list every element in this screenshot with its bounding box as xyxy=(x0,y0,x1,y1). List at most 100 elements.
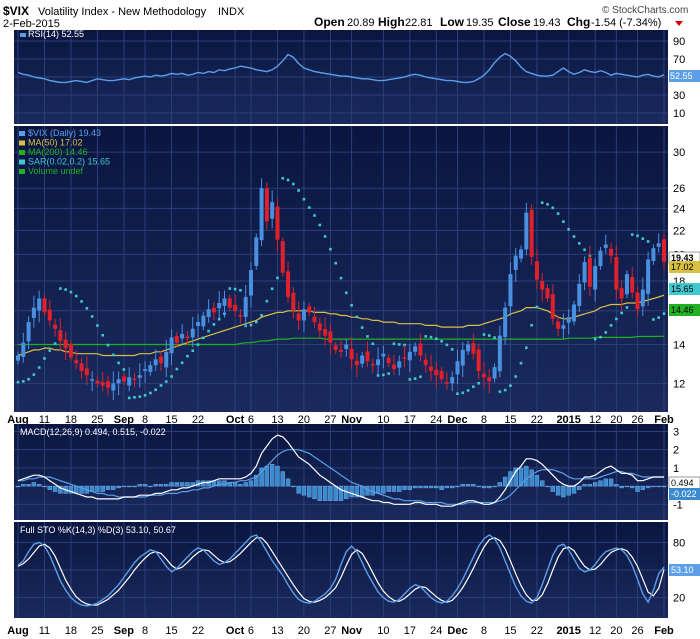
rsi-value-text: 52.55 xyxy=(670,71,693,81)
sar-dot xyxy=(514,375,518,378)
candle-body xyxy=(132,378,137,381)
macd-hist-bar xyxy=(487,485,492,489)
x-tick-label: 25 xyxy=(91,625,103,637)
candle-body xyxy=(222,298,227,306)
candle-body xyxy=(550,294,555,319)
sto-grid xyxy=(14,522,668,618)
candle-body xyxy=(487,377,492,382)
macd-hist-bar xyxy=(455,485,460,488)
candle-body xyxy=(90,379,95,381)
low-label: Low xyxy=(440,15,465,29)
sar-dot xyxy=(355,315,359,319)
macd-hist-bar xyxy=(397,485,402,492)
candle-body xyxy=(53,324,58,329)
sar-dot xyxy=(556,212,560,215)
sar-dot xyxy=(323,235,327,238)
macd-hist-bar xyxy=(301,485,307,496)
macd-hist-bar xyxy=(465,484,471,487)
sar-dot xyxy=(117,361,120,365)
date-axis-upper: Aug 11 18 25 Sep 8 15 22 Oct 6 13 20 27 Nov 10 17 24 Dec 8… xyxy=(7,414,674,426)
legend-label: $VIX (Daily) 19.43 xyxy=(28,128,101,138)
macd-hist-bar xyxy=(439,485,444,490)
macd-hist-bar xyxy=(126,485,132,488)
close-value-text: 19.43 xyxy=(671,253,694,263)
candle-body xyxy=(227,298,232,308)
rsi-line xyxy=(17,52,665,84)
legend-swatch xyxy=(19,131,25,136)
candle-body xyxy=(323,329,328,336)
candle-body xyxy=(545,288,550,299)
open-label: Open xyxy=(314,15,345,29)
sar-dot xyxy=(297,189,300,192)
candle-body xyxy=(640,289,645,307)
macd-hist-bar xyxy=(614,484,619,487)
candle-body xyxy=(635,292,640,310)
macd-hist-bar xyxy=(36,484,42,487)
macd-hist-bar xyxy=(100,485,105,492)
sar-dot xyxy=(408,378,412,381)
candle-body xyxy=(587,257,592,287)
sar-dot xyxy=(149,391,152,395)
sar-dot xyxy=(138,395,142,398)
x-tick-label: 18 xyxy=(65,625,77,637)
candle-body xyxy=(280,241,285,273)
y-tick-label: 26 xyxy=(673,183,685,195)
candle-body xyxy=(481,373,486,378)
candle-body xyxy=(444,382,449,384)
x-tick-label: 20 xyxy=(298,625,310,637)
sar-dot xyxy=(646,240,650,243)
sar-dot xyxy=(413,377,417,380)
candle-body xyxy=(317,323,322,331)
x-tick-label: 13 xyxy=(271,414,283,426)
candle-body xyxy=(450,377,455,384)
x-tick-label: 10 xyxy=(377,625,389,637)
sar-dot xyxy=(641,237,645,240)
sar-dot xyxy=(360,326,364,329)
macd-hist-bar xyxy=(449,485,455,489)
close-value: 19.43 xyxy=(533,17,561,29)
chart-date: 2-Feb-2015 xyxy=(3,18,60,30)
close-label: Close xyxy=(498,15,531,29)
macd-hist-bar xyxy=(95,485,100,492)
down-arrow-icon xyxy=(675,21,683,26)
sar-dot xyxy=(37,366,41,369)
chart-header: $VIX Volatility Index - New Methodology … xyxy=(3,4,688,30)
x-tick-label: 13 xyxy=(271,625,283,637)
x-tick-label: 18 xyxy=(65,414,77,426)
candle-body xyxy=(354,360,359,366)
candle-body xyxy=(413,346,418,352)
sar-value-tag xyxy=(669,283,700,295)
sar-dot xyxy=(503,388,507,392)
macd-hist-bar xyxy=(502,476,508,487)
sar-dot xyxy=(106,343,110,347)
candle-body xyxy=(434,369,439,376)
sar-dot xyxy=(159,384,163,387)
macd-hist-tag xyxy=(669,488,700,500)
rsi-panel: 1030507090 RSI(14) 52.55 52.55 xyxy=(14,29,700,124)
candle-body xyxy=(74,360,79,364)
candle-body xyxy=(656,243,661,247)
y-tick-label: 3 xyxy=(673,426,679,438)
x-tick-label: Nov xyxy=(341,625,363,637)
open-value: 20.89 xyxy=(347,17,375,29)
sar-dot xyxy=(450,348,454,351)
candle-body xyxy=(566,317,571,323)
macd-hist-bar xyxy=(640,485,646,490)
macd-hist-bar xyxy=(338,485,344,501)
candle-body xyxy=(233,304,238,311)
candle-body xyxy=(264,188,269,222)
sar-dot xyxy=(339,276,343,280)
candle-body xyxy=(365,351,370,362)
sar-dot xyxy=(133,395,136,399)
sar-dot xyxy=(429,335,433,339)
date-axis-lower: Aug 11 18 25 Sep 8 15 22 Oct 6 13 20 27 Nov 10 17 24 Dec 8… xyxy=(7,625,674,637)
x-tick-label: 6 xyxy=(248,625,254,637)
legend-label: SAR(0.02,0.2) 15.65 xyxy=(28,157,110,167)
sar-dot xyxy=(472,385,475,389)
sar-dot xyxy=(382,373,385,377)
sar-dot xyxy=(302,197,306,201)
candle-body xyxy=(609,248,614,256)
candle-body xyxy=(275,206,280,240)
x-tick-label: 2015 xyxy=(556,414,580,426)
macd-hist-bar xyxy=(248,480,254,487)
